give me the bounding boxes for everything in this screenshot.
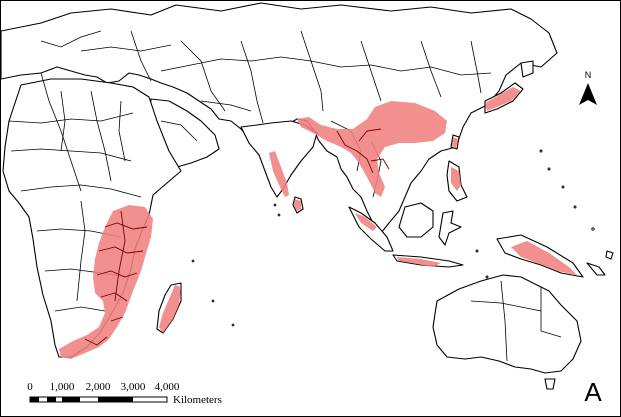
distribution-new-guinea: [511, 241, 577, 275]
panel-label: A: [584, 377, 602, 407]
distribution-taiwan: [452, 137, 458, 148]
scale-tick-3000: 3,000: [121, 381, 146, 393]
borneo-landmass: [398, 202, 434, 238]
hokkaido-landmass: [520, 60, 534, 78]
scale-unit: Kilometers: [173, 394, 222, 406]
north-label: N: [585, 70, 592, 80]
north-arrow: N: [579, 70, 597, 105]
distribution-sumatra: [355, 213, 377, 231]
distribution-himalaya-china: [297, 101, 447, 197]
distribution-western-ghats: [269, 151, 289, 197]
distribution-east-africa: [59, 205, 153, 359]
island-specks: [191, 149, 595, 327]
solomon-islands: [586, 262, 606, 276]
distribution-areas: [59, 87, 577, 359]
scale-tick-1000: 1,000: [50, 381, 75, 393]
distribution-philippines: [451, 167, 461, 191]
india-landmass: [240, 120, 318, 198]
distribution-srilanka: [294, 199, 301, 211]
scale-tick-4000: 4,000: [155, 381, 180, 393]
pacific-islets: [605, 250, 614, 260]
sulawesi-landmass: [438, 210, 462, 246]
north-arrow-icon: [579, 83, 597, 105]
distribution-japan: [485, 87, 521, 111]
tasmania-landmass: [544, 378, 556, 390]
country-borders: [8, 30, 562, 362]
scale-bar: 0 1,000 2,000 3,000 4,000 Kilometers: [27, 381, 222, 406]
eurasia-landmass: [1, 2, 558, 234]
distribution-java: [397, 257, 441, 267]
landmasses: [1, 2, 614, 390]
distribution-borders: [84, 128, 390, 346]
scale-tick-0: 0: [27, 381, 33, 393]
distribution-madagascar: [159, 285, 181, 333]
scale-tick-2000: 2,000: [86, 381, 111, 393]
australia-landmass: [432, 274, 582, 374]
